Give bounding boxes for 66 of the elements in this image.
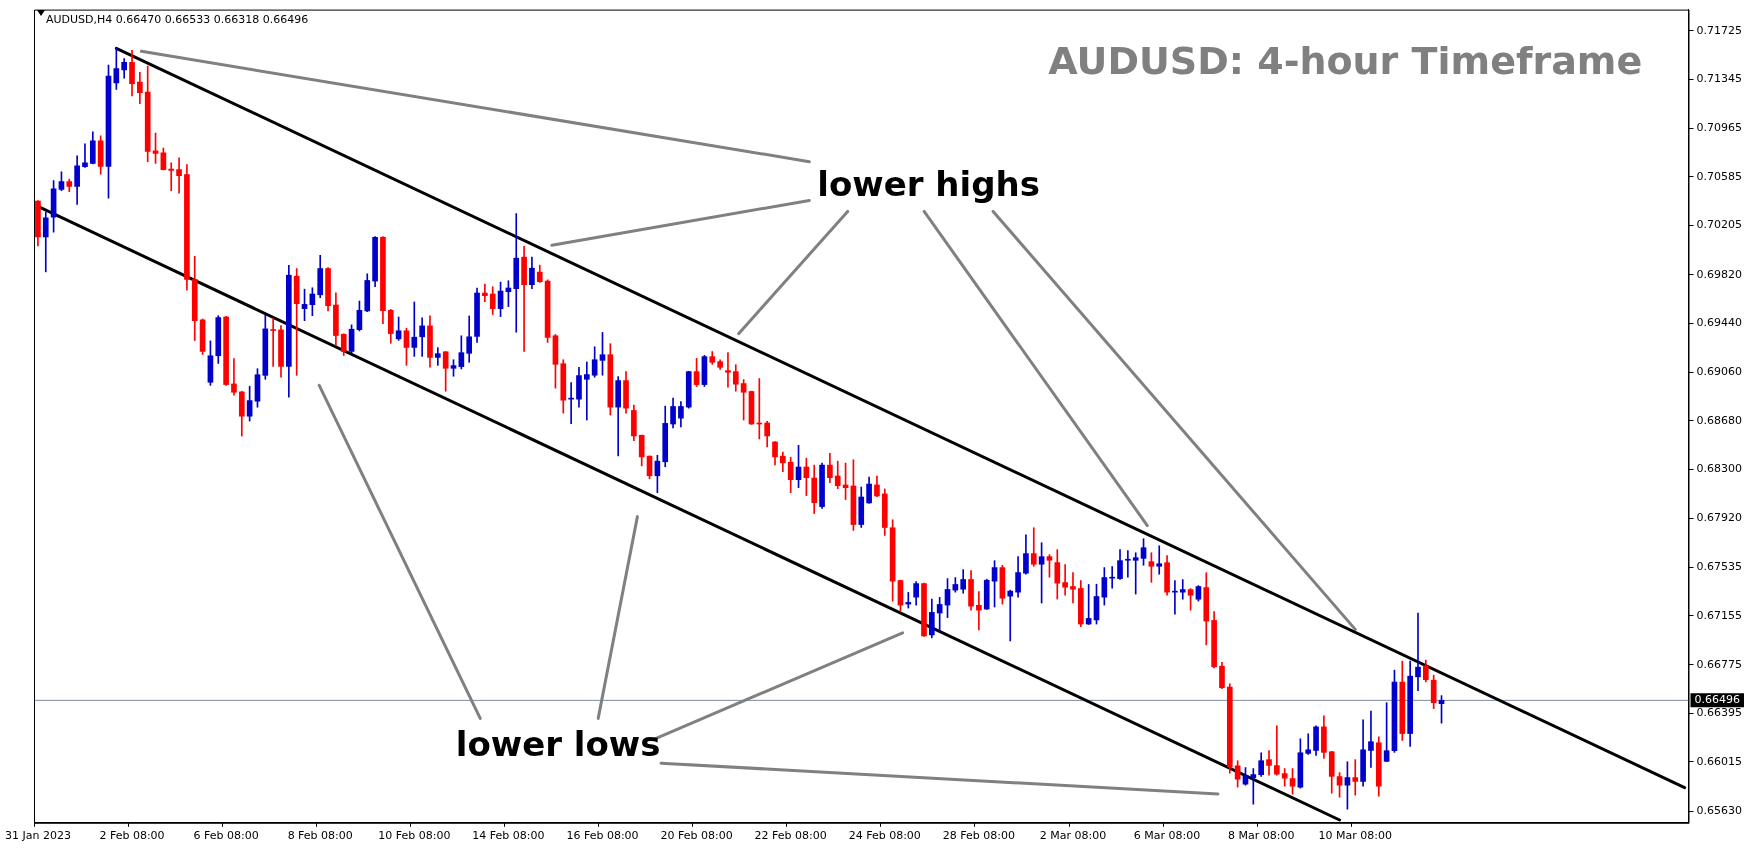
candlestick (1368, 710, 1374, 768)
y-tick-label: 0.70205 (1696, 218, 1743, 232)
candlestick (231, 358, 237, 396)
annotation: lower highs (817, 164, 1040, 205)
y-tick-label: 0.71345 (1696, 72, 1743, 86)
annotation: lower lows (455, 724, 661, 764)
y-tick-label: 0.67535 (1696, 560, 1743, 574)
x-tick-label: 2 Feb 08:00 (99, 829, 165, 843)
candlestick (168, 162, 175, 191)
candlestick (513, 213, 520, 333)
candlestick (293, 268, 300, 376)
candlestick (411, 301, 418, 357)
candlestick (482, 283, 488, 302)
x-tick-label: 2 Mar 08:00 (1039, 829, 1107, 843)
y-tick-label: 0.67920 (1696, 510, 1743, 524)
candlestick (1109, 566, 1116, 589)
candlestick (583, 361, 590, 421)
y-tick-label: 0.69820 (1696, 267, 1743, 281)
x-tick-label: 6 Feb 08:00 (193, 829, 259, 843)
candlestick (1274, 725, 1280, 776)
y-tick-label: 0.66015 (1696, 754, 1743, 768)
y-tick-label: 0.71725 (1696, 23, 1743, 37)
y-tick-label: 0.67155 (1696, 608, 1743, 622)
candlestick (176, 157, 182, 194)
y-tick-label: 0.66775 (1696, 657, 1743, 671)
annotation: AUDUSD,H4 0.66470 0.66533 0.66318 0.66496 (46, 13, 309, 27)
candlestick (1305, 733, 1312, 755)
y-tick-label: 0.69060 (1696, 364, 1743, 378)
x-tick-label: 8 Mar 08:00 (1227, 829, 1295, 843)
x-tick-label: 10 Feb 08:00 (378, 829, 451, 843)
y-tick-label: 0.66395 (1696, 706, 1743, 720)
candlestick (1132, 552, 1139, 595)
candlestick (725, 352, 731, 388)
candlestick (1156, 545, 1163, 575)
x-tick-label: 24 Feb 08:00 (848, 829, 921, 843)
candlestick (1250, 768, 1257, 805)
candlestick (1070, 572, 1076, 604)
y-tick-label: 0.65630 (1696, 804, 1743, 818)
y-tick-label: 0.69440 (1696, 316, 1743, 330)
candlestick (1179, 579, 1186, 600)
x-tick-label: 28 Feb 08:00 (942, 829, 1015, 843)
x-tick-label: 31 Jan 2023 (4, 829, 71, 843)
candlestick (270, 317, 276, 367)
candlestick (976, 591, 982, 631)
y-tick-label: 0.68300 (1696, 462, 1743, 476)
candlestick (1007, 589, 1014, 642)
candlestick (905, 592, 912, 609)
y-tick-label: 0.70965 (1696, 120, 1743, 134)
x-tick-label: 16 Feb 08:00 (566, 829, 639, 843)
text: AUDUSD: 4-hour Timeframe (1048, 38, 1643, 83)
x-tick-label: 8 Feb 08:00 (287, 829, 353, 843)
x-tick-label: 14 Feb 08:00 (472, 829, 545, 843)
x-tick-label: 20 Feb 08:00 (660, 829, 733, 843)
x-tick-label: 10 Mar 08:00 (1318, 829, 1392, 843)
candlestick (1062, 564, 1068, 596)
y-tick-label: 0.68680 (1696, 413, 1743, 427)
x-tick-label: 22 Feb 08:00 (754, 829, 827, 843)
candlestick (82, 143, 88, 168)
candlestick (1352, 759, 1359, 796)
x-tick-label: 6 Mar 08:00 (1133, 829, 1201, 843)
candlestick (1125, 550, 1131, 578)
ref-line-label: 0.66496 (1694, 693, 1741, 707)
candlestick (435, 347, 441, 366)
candlestick (1415, 612, 1421, 692)
candlestick (1266, 750, 1272, 776)
y-tick-label: 0.70585 (1696, 169, 1743, 183)
